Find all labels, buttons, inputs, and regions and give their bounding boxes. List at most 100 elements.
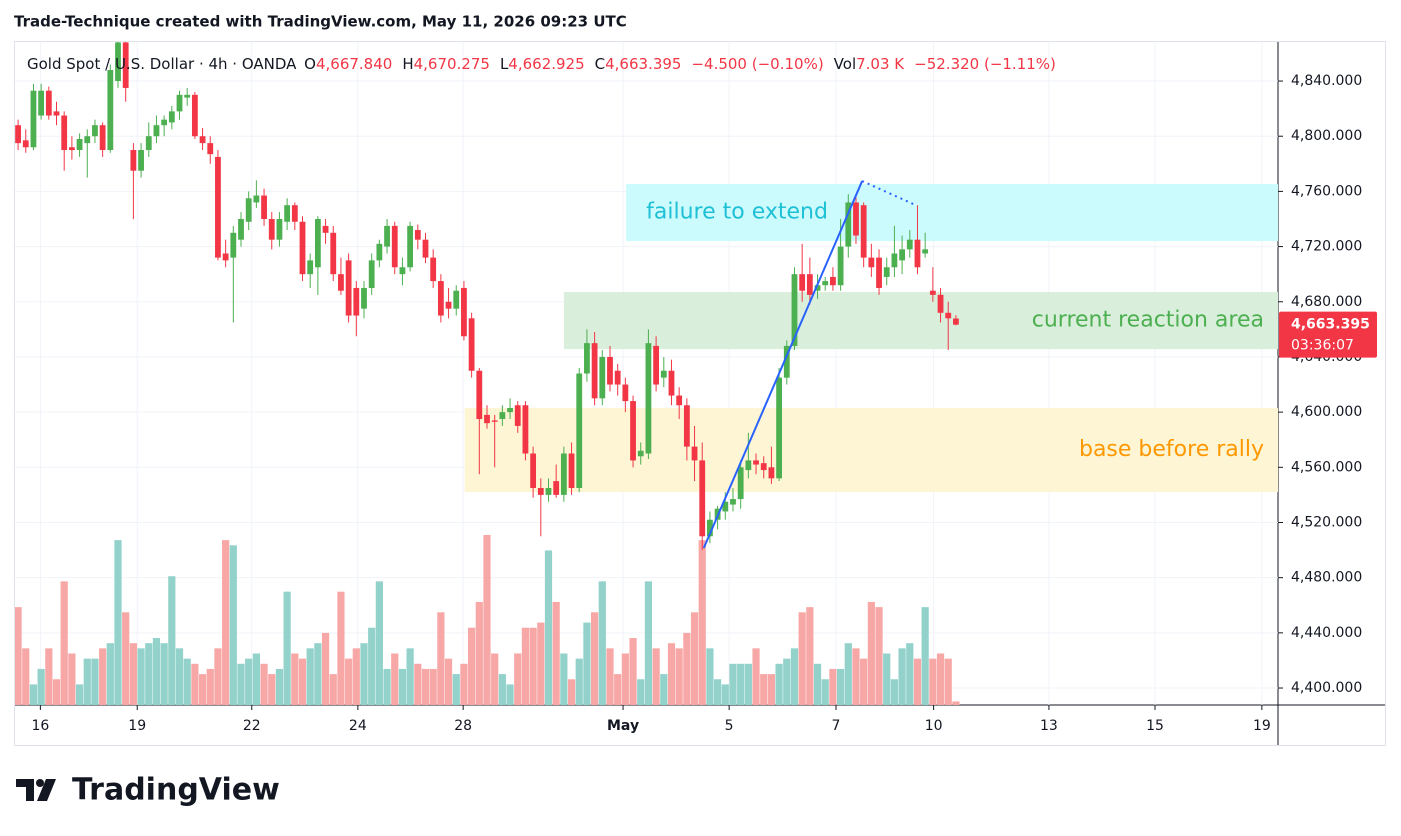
volume-bar <box>206 668 214 705</box>
legend-value: 4,662.925 <box>508 55 584 73</box>
volume-bar <box>421 668 430 705</box>
candle-body <box>307 260 314 275</box>
volume-bar <box>260 663 268 705</box>
candle-body <box>553 481 560 495</box>
candle-body <box>914 239 921 268</box>
legend: Gold Spot / U.S. Dollar · 4h · OANDA O4,6… <box>27 55 1056 73</box>
candle-body <box>61 115 68 151</box>
volume-bar <box>721 684 729 705</box>
candle-body <box>468 318 475 371</box>
candle-body <box>737 467 744 500</box>
candle-body <box>707 519 713 537</box>
volume-bar <box>52 679 61 705</box>
volume-bar <box>214 648 222 705</box>
volume-bar <box>83 658 91 705</box>
volume-bar <box>944 658 952 705</box>
volume-bar <box>337 591 345 705</box>
candle-body <box>38 90 45 116</box>
candle-body <box>699 460 706 537</box>
volume-bar <box>775 663 783 705</box>
volume-bar <box>860 658 868 705</box>
volume-bar <box>767 674 776 705</box>
volume-bar <box>875 607 883 705</box>
volume-bar <box>183 658 191 705</box>
candle-body <box>437 281 444 316</box>
candle-body <box>207 143 214 155</box>
volume-bar <box>790 648 799 705</box>
candle-body <box>937 294 944 313</box>
zone-label: current reaction area <box>1032 308 1264 333</box>
volume-bar <box>152 638 161 705</box>
volume-bar <box>598 581 606 705</box>
candle-body <box>222 253 229 261</box>
volume-bar <box>222 540 230 705</box>
candle-body <box>407 225 414 268</box>
candle-body <box>730 499 736 505</box>
volume-bar <box>737 663 745 705</box>
x-tick-label: 7 <box>832 718 841 734</box>
candle-body <box>883 267 890 277</box>
volume-bar <box>252 653 260 705</box>
y-tick-label: 4,440.000 <box>1291 625 1362 641</box>
volume-bar <box>537 622 545 705</box>
candle-body <box>253 195 260 203</box>
legend-change: −4.500 (−0.10%) <box>691 55 823 73</box>
volume-bar <box>514 653 522 705</box>
volume-bar <box>706 648 714 705</box>
candle-body <box>330 232 337 275</box>
volume-bar <box>913 658 922 705</box>
volume-bar <box>429 668 437 705</box>
volume-bar <box>375 581 383 705</box>
volume-bar <box>652 648 660 705</box>
candle-body <box>276 218 283 240</box>
candle-body <box>99 125 106 151</box>
candle-body <box>637 450 644 457</box>
volume-bar <box>368 627 376 705</box>
candle-body <box>922 249 929 254</box>
volume-bar <box>560 653 568 705</box>
zone-label: base before rally <box>1079 437 1264 462</box>
x-tick-label: 5 <box>725 718 734 734</box>
candle-body <box>745 460 752 471</box>
attribution: Trade-Technique created with TradingView… <box>14 13 627 31</box>
volume-bar <box>529 627 537 705</box>
volume-bar <box>883 653 891 705</box>
candle-body <box>491 420 498 422</box>
volume-bar <box>491 653 499 705</box>
volume-bar <box>614 674 622 705</box>
volume-bar <box>106 643 114 705</box>
candle-body <box>238 218 244 240</box>
volume-bar <box>583 622 591 705</box>
candle-body <box>630 401 636 461</box>
volume-bar <box>137 648 145 705</box>
y-tick-label: 4,520.000 <box>1291 514 1362 530</box>
candle-body <box>384 225 390 247</box>
volume-bar <box>406 648 414 705</box>
candle-body <box>122 42 129 88</box>
volume-bar <box>391 653 399 705</box>
legend-key: O <box>304 55 316 73</box>
candle-body <box>568 453 575 489</box>
candle-body <box>45 90 52 116</box>
zone <box>464 407 1278 493</box>
x-tick-label: May <box>607 718 639 734</box>
volume-bar <box>45 648 53 705</box>
candle-body <box>22 140 29 148</box>
volume-bar <box>921 607 929 705</box>
candle-body <box>691 446 698 461</box>
candle-body <box>530 453 537 489</box>
volume-bar <box>99 648 107 705</box>
volume-bar <box>729 663 737 705</box>
volume-bar <box>675 648 683 705</box>
last-price-box <box>1279 311 1377 358</box>
volume-bar <box>821 679 829 705</box>
candle-body <box>338 274 344 291</box>
volume-bar <box>237 663 245 705</box>
volume-bar <box>644 581 653 705</box>
volume-bar <box>813 663 822 705</box>
candle-body <box>537 488 544 495</box>
candle-body <box>660 370 667 378</box>
volume-bar <box>352 648 360 705</box>
candle-body <box>645 343 652 454</box>
volume-bar <box>229 545 237 705</box>
